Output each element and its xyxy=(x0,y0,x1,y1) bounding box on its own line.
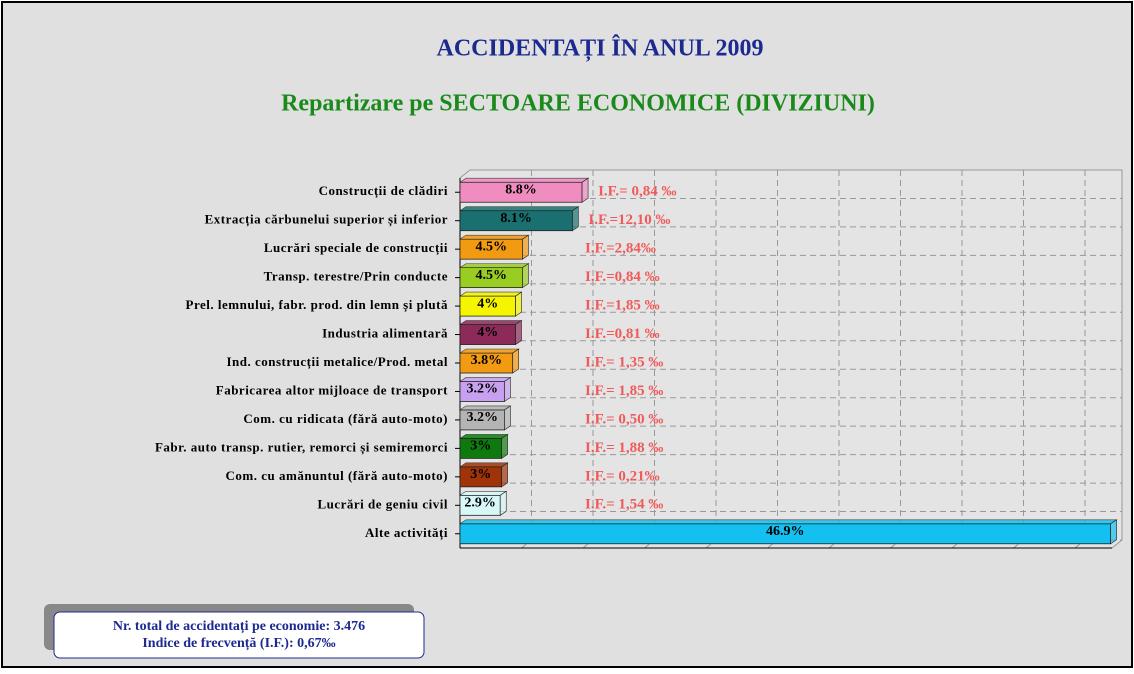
annotation: I.F.= 1,85 ‰ xyxy=(585,383,663,399)
bar-side xyxy=(515,319,522,346)
value-label: 4% xyxy=(477,325,498,340)
y-tick-label: Extracția cărbunelui superior și inferio… xyxy=(205,212,448,228)
annotation: I.F.= 1,88 ‰ xyxy=(585,440,663,456)
y-tick-label: Ind. construcții metalice/Prod. metal xyxy=(226,354,448,370)
bar-side xyxy=(522,234,529,260)
y-tick-label: Com. cu ridicata (fără auto-moto) xyxy=(243,411,448,426)
y-tick-label: Transp. terestre/Prin conducte xyxy=(264,269,448,284)
bar-side xyxy=(581,177,589,203)
y-tick-label: Industria alimentară xyxy=(322,326,448,341)
value-label: 4.5% xyxy=(475,268,507,283)
chart-subtitle: Repartizare pe SECTOARE ECONOMICE (DIVIZ… xyxy=(281,91,875,117)
value-label: 3.2% xyxy=(466,382,498,397)
bar-side xyxy=(512,348,520,374)
value-label: 4.5% xyxy=(475,239,507,254)
note-line: Nr. total de accidentați pe economie: 3.… xyxy=(113,619,365,634)
bar-side xyxy=(501,462,508,488)
bar-side xyxy=(1110,519,1117,545)
annotation: I.F.=0,81 ‰ xyxy=(585,326,660,342)
y-tick-label: Prel. lemnului, fabr. prod. din lemn și … xyxy=(186,297,448,313)
y-tick-label: Fabr. auto transp. rutier, remorci și se… xyxy=(155,439,448,455)
annotation: I.F.= 1,54 ‰ xyxy=(585,497,663,513)
annotation: I.F.= 0,21‰ xyxy=(585,468,660,484)
bar-side xyxy=(572,206,579,232)
value-label: 3% xyxy=(470,439,491,454)
y-tick-label: Construcții de clădiri xyxy=(319,183,448,199)
value-label: 4% xyxy=(477,296,498,311)
annotation: I.F.= 1,35 ‰ xyxy=(585,354,663,370)
annotation: I.F.=1,85 ‰ xyxy=(585,298,660,314)
y-tick-label: Alte activități xyxy=(365,525,448,541)
bar-side xyxy=(522,263,529,289)
value-label: 8.1% xyxy=(500,211,532,226)
annotation: I.F.=12,10 ‰ xyxy=(588,212,670,228)
annotation: I.F.=0,84 ‰ xyxy=(585,269,660,285)
value-label: 3.2% xyxy=(466,410,498,425)
value-label: 2.9% xyxy=(464,496,496,511)
annotation: I.F.= 0,84 ‰ xyxy=(598,184,676,200)
y-tick-label: Lucrări de geniu civil xyxy=(317,496,448,511)
note-line: Indice de frecvență (I.F.): 0,67‰ xyxy=(142,636,335,651)
y-tick-label: Fabricarea altor mijloace de transport xyxy=(216,382,448,397)
value-label: 3% xyxy=(470,467,491,482)
chart-title: ACCIDENTAȚI ÎN ANUL 2009 xyxy=(437,35,764,63)
bar-side xyxy=(501,433,508,459)
bar-side xyxy=(504,405,511,431)
annotation: I.F.=2,84‰ xyxy=(585,241,656,257)
annotation: I.F.= 0,50 ‰ xyxy=(585,411,663,427)
y-tick-label: Lucrări speciale de construcții xyxy=(264,240,448,256)
bar-side xyxy=(515,291,522,317)
value-label: 8.8% xyxy=(505,182,537,197)
bar-side xyxy=(504,376,511,403)
bar-side xyxy=(499,490,507,516)
note-box xyxy=(53,611,425,659)
value-label: 3.8% xyxy=(471,353,503,368)
value-label: 46.9% xyxy=(766,524,805,539)
y-tick-label: Com. cu amănuntul (fără auto-moto) xyxy=(226,468,448,483)
